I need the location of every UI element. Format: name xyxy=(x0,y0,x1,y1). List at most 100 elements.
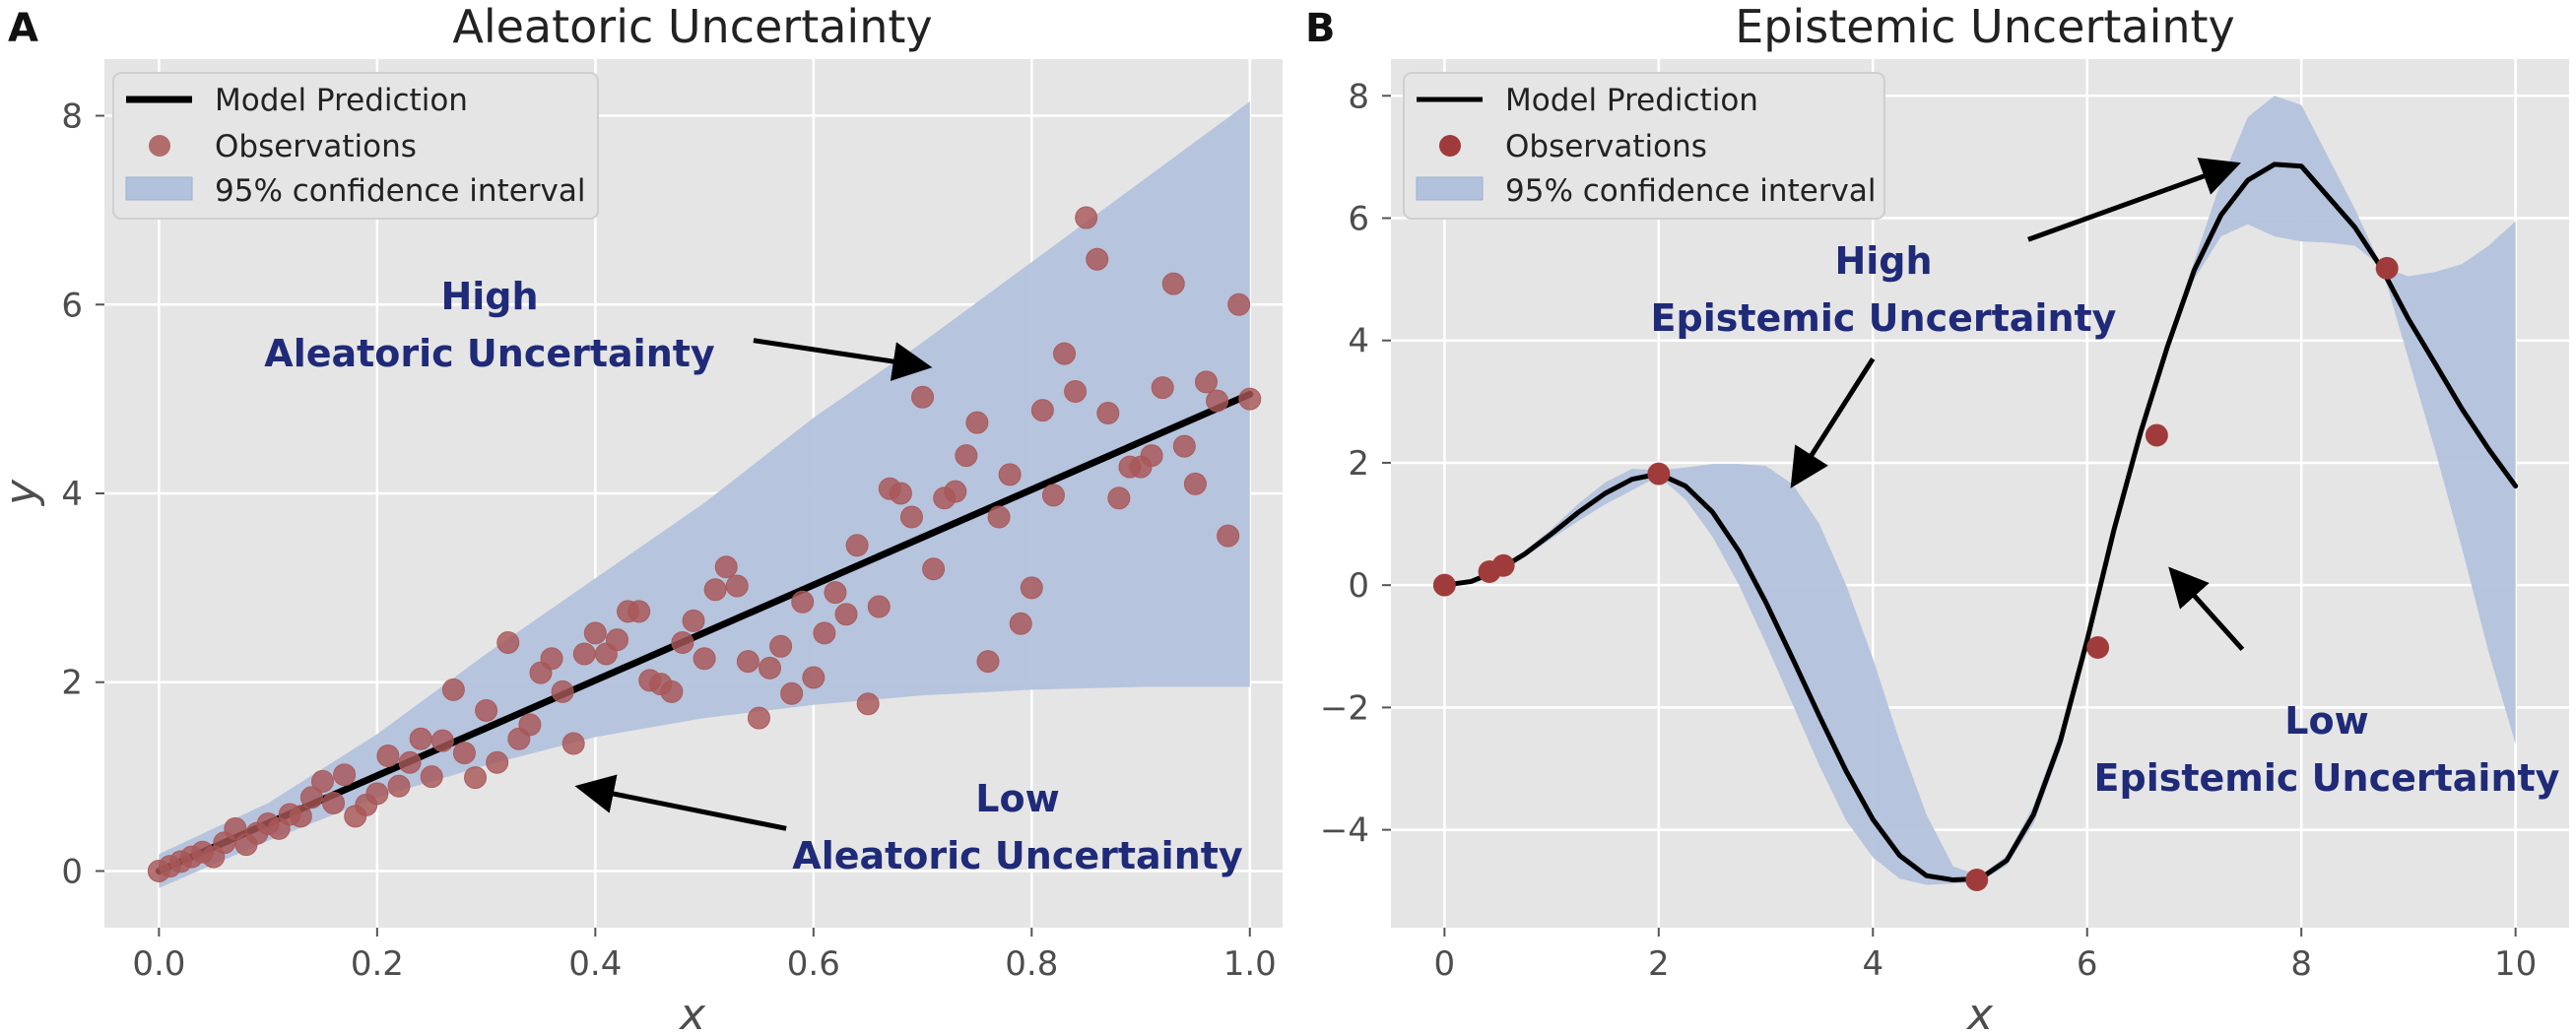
observation-point-a-56 xyxy=(759,656,782,680)
observation-point-a-75 xyxy=(965,411,989,434)
annotation-high-epistemic-1: High xyxy=(1834,239,1932,283)
y-tick-label-a-0: 0 xyxy=(61,852,83,891)
y-tick-label-b-2: 0 xyxy=(1348,566,1369,606)
panel-letter-b: B xyxy=(1305,6,1336,51)
observation-point-a-47 xyxy=(660,680,684,703)
observation-point-a-58 xyxy=(780,681,804,705)
observation-point-a-63 xyxy=(834,603,858,626)
annotation-arrow-b-1 xyxy=(1790,357,1876,488)
observation-point-a-92 xyxy=(1151,376,1174,400)
annotation-arrows-b xyxy=(1790,158,2245,652)
legend-point-swatch-b xyxy=(1439,135,1461,157)
observation-point-a-99 xyxy=(1227,292,1251,316)
legend-entry-obs-a: Observations xyxy=(215,129,417,164)
observation-point-a-25 xyxy=(420,765,443,789)
observation-point-a-86 xyxy=(1086,247,1109,271)
y-tick-label-b-6: 8 xyxy=(1348,77,1369,116)
y-tick-labels-a: 0 2 4 6 8 xyxy=(61,97,104,891)
legend-frame-b xyxy=(1403,72,1885,220)
observation-point-b-6 xyxy=(2145,423,2168,447)
legend-b: Model Prediction Observations 95% confid… xyxy=(1403,72,1885,220)
x-tick-label-b-3: 6 xyxy=(2077,944,2098,984)
observation-point-a-87 xyxy=(1096,402,1120,425)
observation-point-a-85 xyxy=(1075,206,1098,229)
observation-point-a-38 xyxy=(561,732,585,755)
observation-point-a-93 xyxy=(1161,272,1185,295)
x-tick-label-a-4: 0.8 xyxy=(1005,944,1058,984)
legend-point-swatch-a xyxy=(149,135,170,157)
observation-point-a-48 xyxy=(671,630,694,654)
legend-entry-ci-b: 95% confidence interval xyxy=(1505,173,1877,209)
observation-point-a-76 xyxy=(976,650,1000,674)
observation-point-a-24 xyxy=(409,727,432,750)
y-tick-label-a-2: 4 xyxy=(61,475,83,514)
observation-point-a-39 xyxy=(572,642,596,666)
observation-point-a-17 xyxy=(333,763,357,787)
observation-point-a-30 xyxy=(475,699,498,722)
observation-point-a-73 xyxy=(944,480,967,503)
y-tick-label-b-5: 6 xyxy=(1348,199,1369,238)
observation-point-a-13 xyxy=(289,805,312,828)
x-tick-label-a-5: 1.0 xyxy=(1223,944,1277,984)
observation-point-a-7 xyxy=(224,816,247,840)
y-tick-label-a-3: 6 xyxy=(61,286,83,325)
observation-point-a-81 xyxy=(1030,399,1054,422)
observation-point-a-98 xyxy=(1217,524,1240,548)
observation-point-a-21 xyxy=(376,745,400,768)
observation-point-a-79 xyxy=(1009,612,1032,635)
observation-point-a-23 xyxy=(398,750,422,774)
y-tick-labels-b: −4 −2 0 2 4 6 8 xyxy=(1320,77,1391,851)
annotation-high-aleatoric-2: Aleatoric Uncertainty xyxy=(264,332,715,375)
observation-point-a-36 xyxy=(540,647,563,671)
observation-point-a-80 xyxy=(1020,576,1043,600)
observation-point-a-20 xyxy=(365,782,389,806)
observation-point-a-22 xyxy=(387,774,411,798)
x-axis-label-a: x xyxy=(678,990,706,1036)
observation-point-a-94 xyxy=(1172,434,1196,458)
panel-b: B Epistemic Uncertainty 0 2 4 6 8 10 −4 −2 0 2 4 6… xyxy=(1305,0,2569,1036)
observation-point-a-82 xyxy=(1041,484,1065,507)
observation-point-a-37 xyxy=(551,680,574,703)
y-tick-label-a-1: 2 xyxy=(61,664,83,703)
observation-point-a-77 xyxy=(987,505,1011,529)
annotation-low-aleatoric-1: Low xyxy=(975,777,1059,820)
observation-point-a-60 xyxy=(802,666,826,689)
observation-point-a-69 xyxy=(899,505,923,529)
observation-point-a-62 xyxy=(824,581,847,605)
observation-point-a-49 xyxy=(682,609,705,632)
y-axis-label-a: y xyxy=(0,479,46,507)
observation-point-a-53 xyxy=(725,574,749,598)
annotation-low-epistemic-2: Epistemic Uncertainty xyxy=(2094,756,2560,800)
observation-point-a-52 xyxy=(714,555,738,579)
y-tick-label-b-3: 2 xyxy=(1348,444,1369,484)
observation-point-a-31 xyxy=(486,750,509,774)
observation-point-a-28 xyxy=(452,742,476,765)
observation-point-a-29 xyxy=(464,766,488,790)
observation-point-b-7 xyxy=(2375,256,2399,280)
observation-point-a-96 xyxy=(1194,370,1218,394)
panel-a: A Aleatoric Uncertainty 0.0 0.2 0.4 0.6 0.8 1… xyxy=(0,0,1283,1036)
x-tick-label-b-2: 4 xyxy=(1862,944,1883,984)
observation-point-a-70 xyxy=(911,385,935,409)
annotation-arrow-a-0 xyxy=(753,338,933,381)
x-tick-label-a-3: 0.6 xyxy=(787,944,840,984)
annotation-high-aleatoric-1: High xyxy=(440,275,538,318)
legend-entry-ci-a: 95% confidence interval xyxy=(215,173,586,209)
observation-point-a-95 xyxy=(1183,472,1207,495)
observation-point-a-61 xyxy=(813,621,836,645)
observation-point-a-14 xyxy=(299,786,323,809)
x-tick-label-b-4: 8 xyxy=(2290,944,2312,984)
observation-point-a-78 xyxy=(998,463,1022,486)
observation-point-a-40 xyxy=(583,621,607,645)
observation-point-a-84 xyxy=(1064,379,1088,403)
observation-point-a-44 xyxy=(627,600,651,623)
observation-point-a-65 xyxy=(856,692,880,716)
annotation-low-aleatoric-2: Aleatoric Uncertainty xyxy=(792,834,1243,877)
observation-point-b-2 xyxy=(1491,553,1515,577)
legend-band-swatch-b xyxy=(1416,176,1484,201)
y-tick-label-b-0: −4 xyxy=(1320,811,1369,851)
observation-point-a-91 xyxy=(1140,444,1163,468)
observation-point-b-4 xyxy=(1965,869,1989,892)
annotation-arrow-a-1 xyxy=(574,774,787,831)
